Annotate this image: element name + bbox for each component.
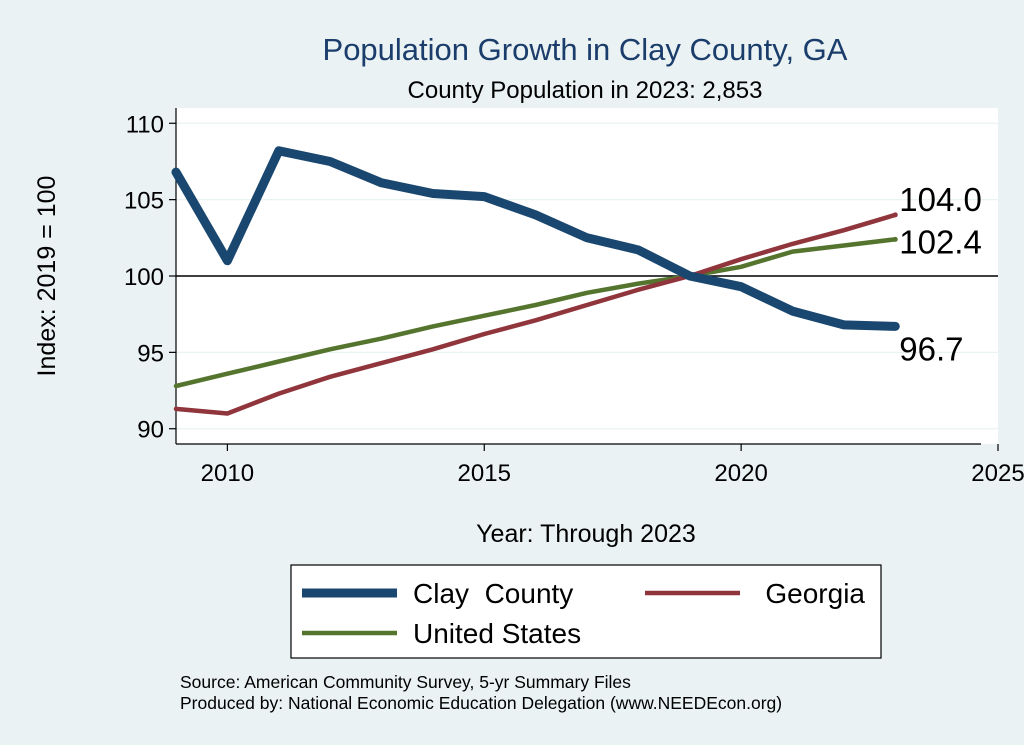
legend-box xyxy=(290,564,882,659)
end-point-united-states xyxy=(892,236,898,242)
x-tick-label-2025: 2025 xyxy=(971,460,1024,487)
y-tick-label-100: 100 xyxy=(124,264,164,291)
y-tick-label-105: 105 xyxy=(124,188,164,215)
legend-label-clay-county: Clay County xyxy=(413,578,573,609)
series-line-georgia xyxy=(173,212,898,416)
chart-subtitle: County Population in 2023: 2,853 xyxy=(408,77,763,104)
end-point-georgia xyxy=(892,212,898,218)
legend-label-georgia: Georgia xyxy=(765,578,865,609)
series-line-united-states xyxy=(173,237,898,389)
legend: Clay County Georgia United States xyxy=(302,578,865,649)
series-lines xyxy=(171,146,900,416)
series-line-clay-county xyxy=(171,146,900,331)
produced-by-line: Produced by: National Economic Education… xyxy=(180,693,782,713)
x-tick-label-2010: 2010 xyxy=(201,460,254,487)
source-line: Source: American Community Survey, 5-yr … xyxy=(180,672,631,692)
chart-title: Population Growth in Clay County, GA xyxy=(323,32,848,67)
end-label-united-states: 102.4 xyxy=(899,223,982,260)
x-tick-label-2020: 2020 xyxy=(714,460,767,487)
x-axis-ticks: 2010 2015 2020 2025 xyxy=(201,444,1024,487)
legend-label-united-states: United States xyxy=(413,618,581,649)
end-point-clay-county xyxy=(892,323,898,329)
y-tick-label-110: 110 xyxy=(126,111,164,138)
x-tick-label-2015: 2015 xyxy=(458,460,511,487)
end-label-georgia: 104.0 xyxy=(899,181,982,218)
y-tick-label-90: 90 xyxy=(137,417,164,444)
y-axis-ticks: 90 95 100 105 110 xyxy=(124,111,176,444)
y-axis-title: Index: 2019 = 100 xyxy=(33,176,61,377)
end-label-clay-county: 96.7 xyxy=(899,330,963,367)
x-axis-title: Year: Through 2023 xyxy=(476,520,696,548)
y-tick-label-95: 95 xyxy=(137,340,164,367)
end-labels: 96.7 104.0 102.4 xyxy=(899,181,982,367)
